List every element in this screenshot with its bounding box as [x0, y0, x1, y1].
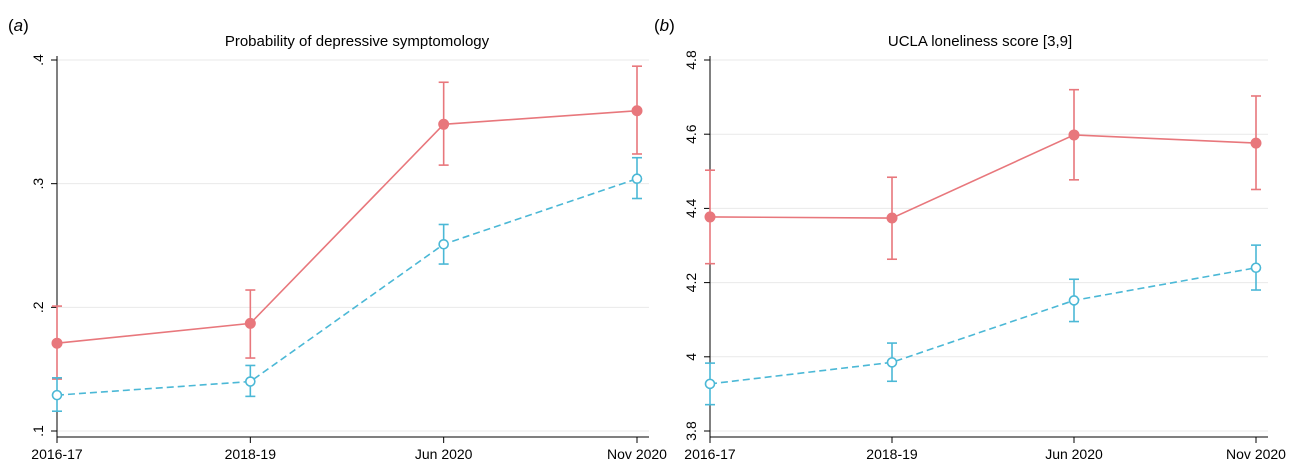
series-1-point-3: [1250, 262, 1262, 274]
series-0-point-0: [51, 337, 63, 349]
y-tick-label-3: .4: [30, 54, 46, 66]
panel-label: (b): [654, 16, 675, 35]
series-0-line: [56, 109, 638, 344]
panel-label-open-paren: (: [654, 16, 660, 35]
series-1-point-1: [886, 357, 898, 368]
panel-label-letter: a: [14, 16, 23, 35]
series-0-point-2: [438, 118, 450, 130]
x-tick-label-0: 2016-17: [31, 446, 83, 462]
panel-label-close-paren: ): [23, 16, 29, 35]
series-0-point-3: [1250, 137, 1262, 149]
y-tick-label-0: .1: [30, 425, 46, 437]
series-1-point-2: [438, 238, 449, 250]
y-tick-label-0: 3.8: [683, 421, 699, 441]
panel-b: (b) UCLA loneliness score [3,9] 3.8 4 4.2 4.4…: [654, 16, 1286, 462]
x-tick-label-3: Nov 2020: [1226, 446, 1286, 462]
y-tick-label-3: 4.4: [683, 198, 699, 218]
x-tick-label-1: 2018-19: [866, 446, 918, 462]
series-1-point-1: [245, 376, 256, 387]
panel-label-close-paren: ): [669, 16, 675, 35]
y-tick-label-2: .3: [30, 178, 46, 190]
x-tick-label-3: Nov 2020: [607, 446, 667, 462]
y-tick-label-1: 4: [683, 353, 699, 361]
x-tick-label-1: 2018-19: [225, 446, 277, 462]
panel-label-letter: b: [660, 16, 669, 35]
series-0-point-1: [886, 212, 898, 224]
panel-label-open-paren: (: [8, 16, 14, 35]
x-tick-label-0: 2016-17: [684, 446, 736, 462]
series-1-point-2: [1068, 295, 1080, 306]
panel-a: (a)Probability of depressive symptomolog…: [8, 16, 667, 462]
x-tick-label-2: Jun 2020: [415, 446, 473, 462]
chart-title: Probability of depressive symptomology: [225, 33, 490, 50]
series-0-line: [709, 134, 1257, 219]
y-tick-label-5: 4.8: [683, 50, 699, 70]
series-1-line: [56, 177, 638, 396]
y-tick-label-2: 4.2: [683, 273, 699, 293]
series-1-point-0: [704, 378, 716, 390]
panel-label: (a): [8, 16, 29, 35]
series-1-point-0: [51, 389, 63, 401]
series-0-point-0: [704, 211, 716, 223]
chart-title: UCLA loneliness score [3,9]: [888, 33, 1072, 50]
y-tick-label-1: .2: [30, 301, 46, 313]
series-1-line: [709, 266, 1257, 385]
series-1-point-3: [631, 173, 643, 185]
series-0-point-3: [631, 105, 643, 117]
series-0-point-2: [1068, 129, 1080, 141]
x-tick-label-2: Jun 2020: [1045, 446, 1103, 462]
series-0-point-1: [244, 317, 256, 329]
y-tick-label-4: 4.6: [683, 124, 699, 144]
